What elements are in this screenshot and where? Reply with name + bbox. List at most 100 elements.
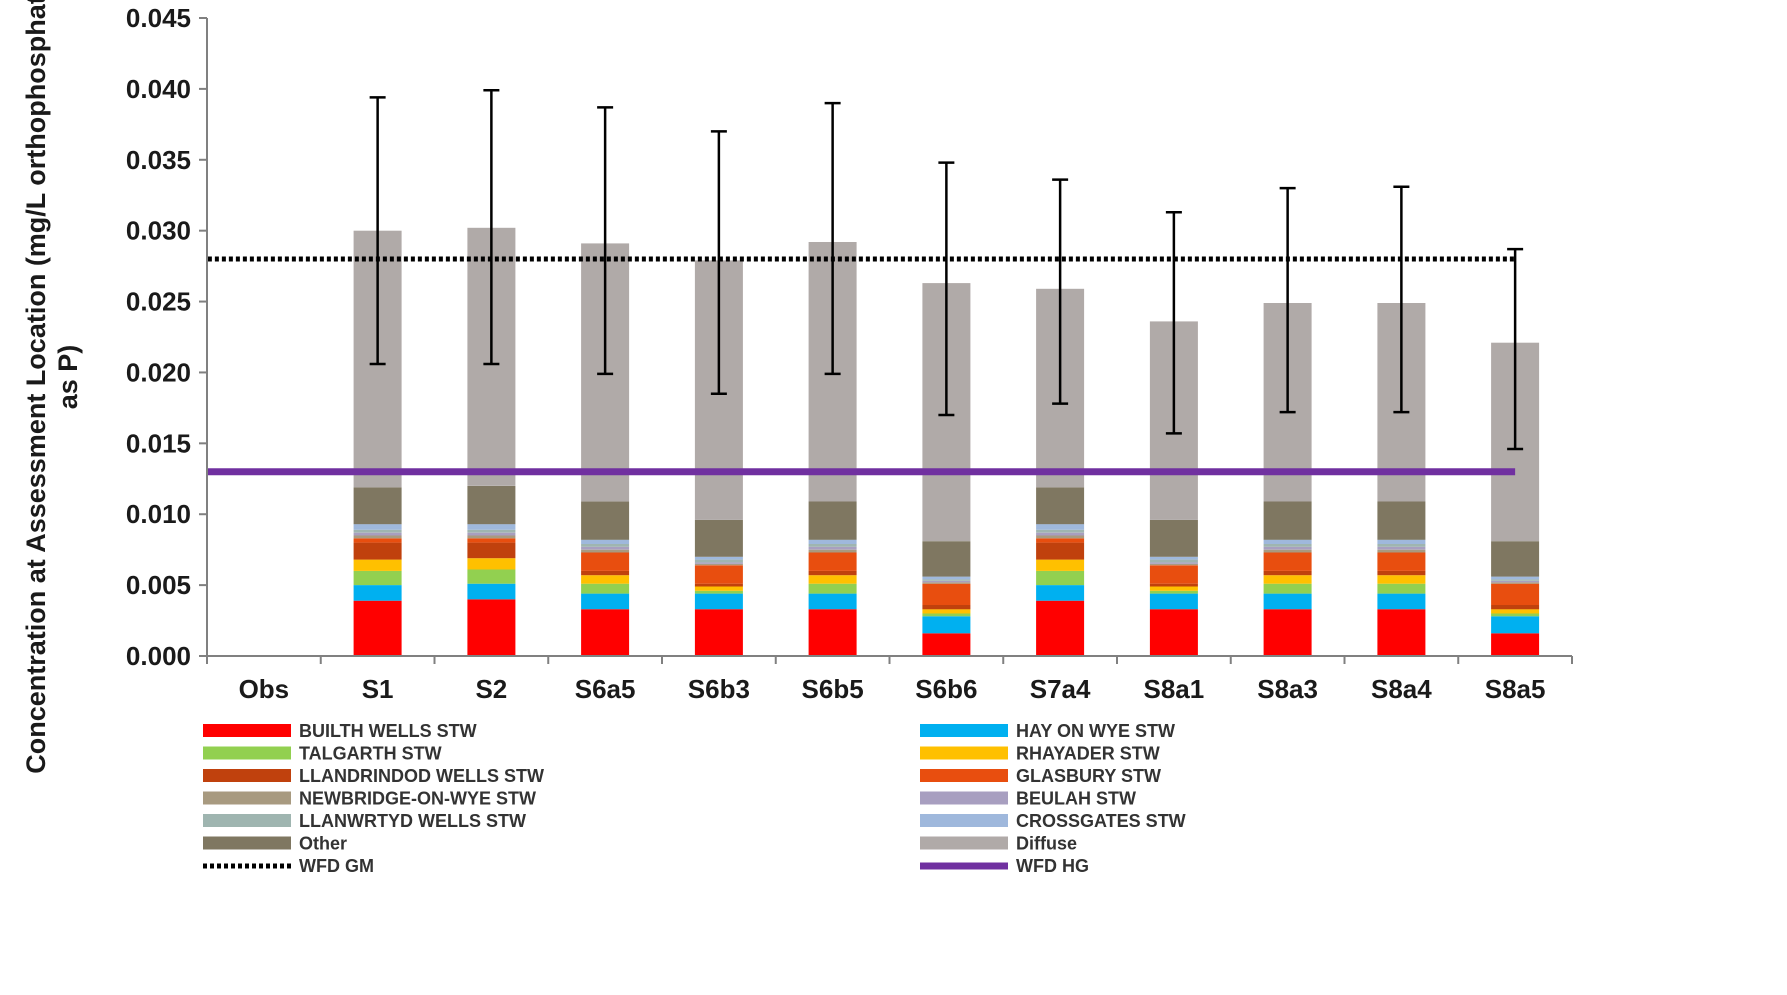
legend-label: BEULAH STW bbox=[1016, 789, 1136, 809]
error-bar-s6b6 bbox=[938, 161, 955, 417]
x-tick-label-s6b5: S6b5 bbox=[802, 674, 864, 704]
x-tick-label-s8a1: S8a1 bbox=[1144, 674, 1205, 704]
bar-s8a5-builth-wells-stw bbox=[1491, 633, 1540, 656]
legend-label: Other bbox=[299, 834, 347, 854]
bar-s6b5-hay-on-wye-stw bbox=[808, 593, 857, 610]
bar-s8a5-newbridge-on-wye-stw bbox=[1491, 582, 1540, 584]
bar-s6b3-newbridge-on-wye-stw bbox=[694, 563, 743, 566]
legend-swatch bbox=[203, 724, 291, 737]
bar-s7a4-llandrindod-wells-stw bbox=[1036, 542, 1085, 560]
bar-s6b6-glasbury-stw bbox=[922, 583, 971, 605]
bar-s7a4-rhayader-stw bbox=[1036, 559, 1085, 571]
bar-s6a5-hay-on-wye-stw bbox=[581, 593, 630, 610]
bar-s6b3-llandrindod-wells-stw bbox=[694, 583, 743, 587]
x-tick-label-s6a5: S6a5 bbox=[575, 674, 636, 704]
bar-s8a3-glasbury-stw bbox=[1263, 552, 1312, 571]
bar-s2-hay-on-wye-stw bbox=[467, 583, 516, 600]
legend-swatch bbox=[203, 791, 291, 805]
y-axis: 0.000 0.005 0.010 0.015 0.020 0.025 0.030 0.035… bbox=[126, 3, 208, 671]
x-tick-label-s8a3: S8a3 bbox=[1257, 674, 1318, 704]
bar-s6b3-other bbox=[694, 519, 743, 557]
x-tick-label-s8a5: S8a5 bbox=[1485, 674, 1546, 704]
bar-s7a4-hay-on-wye-stw bbox=[1036, 585, 1085, 601]
bar-s8a3-hay-on-wye-stw bbox=[1263, 593, 1312, 610]
bar-s6a5-newbridge-on-wye-stw bbox=[581, 549, 630, 553]
bar-s6a5-crossgates-stw bbox=[581, 539, 630, 544]
bar-s6b6-talgarth-stw bbox=[922, 613, 971, 617]
bar-s2-llanwrtyd-wells-stw bbox=[467, 529, 516, 533]
y-tick-label: 0.025 bbox=[126, 287, 191, 317]
bar-s6b6-llanwrtyd-wells-stw bbox=[922, 579, 971, 581]
bar-s8a4-rhayader-stw bbox=[1377, 575, 1426, 584]
bar-s8a3-llanwrtyd-wells-stw bbox=[1263, 544, 1312, 547]
bar-s2-builth-wells-stw bbox=[467, 599, 516, 656]
x-tick-label-s6b6: S6b6 bbox=[915, 674, 977, 704]
bar-s8a4-beulah-stw bbox=[1377, 546, 1426, 550]
bar-s1-llandrindod-wells-stw bbox=[353, 542, 402, 560]
bar-s6a5-llandrindod-wells-stw bbox=[581, 570, 630, 576]
bar-s2-glasbury-stw bbox=[467, 538, 516, 543]
legend-label: TALGARTH STW bbox=[299, 744, 442, 764]
legend-item-newbridge-on-wye-stw: NEWBRIDGE-ON-WYE STW bbox=[203, 789, 536, 809]
bar-s6b5-glasbury-stw bbox=[808, 552, 857, 571]
y-tick-label: 0.000 bbox=[126, 641, 191, 671]
x-tick-label-s1: S1 bbox=[362, 674, 394, 704]
bar-s8a1-llanwrtyd-wells-stw bbox=[1149, 559, 1198, 563]
bar-s6a5-llanwrtyd-wells-stw bbox=[581, 544, 630, 547]
bar-s8a1-glasbury-stw bbox=[1149, 565, 1198, 584]
legend-swatch bbox=[203, 836, 291, 850]
bar-s8a4-other bbox=[1377, 501, 1426, 540]
bar-s1-talgarth-stw bbox=[353, 570, 402, 586]
bar-s2-newbridge-on-wye-stw bbox=[467, 535, 516, 539]
bar-s6a5-glasbury-stw bbox=[581, 552, 630, 571]
bar-s7a4-llanwrtyd-wells-stw bbox=[1036, 529, 1085, 533]
bar-s6b6-rhayader-stw bbox=[922, 609, 971, 614]
bar-s7a4-beulah-stw bbox=[1036, 532, 1085, 536]
bar-s8a5-llandrindod-wells-stw bbox=[1491, 605, 1540, 610]
error-bar-s8a5 bbox=[1507, 247, 1524, 451]
y-tick-label: 0.010 bbox=[126, 499, 191, 529]
bar-s6b3-llanwrtyd-wells-stw bbox=[694, 559, 743, 563]
bar-s6b3-talgarth-stw bbox=[694, 590, 743, 594]
bar-s6b5-beulah-stw bbox=[808, 546, 857, 550]
bar-s8a5-hay-on-wye-stw bbox=[1491, 616, 1540, 634]
bar-s6b5-talgarth-stw bbox=[808, 583, 857, 594]
legend-item-hay-on-wye-stw: HAY ON WYE STW bbox=[920, 721, 1175, 741]
bar-s6a5-other bbox=[581, 501, 630, 540]
legend-label: LLANDRINDOD WELLS STW bbox=[299, 766, 544, 786]
y-tick-label: 0.035 bbox=[126, 145, 191, 175]
legend-item-diffuse: Diffuse bbox=[920, 834, 1077, 854]
legend-label: NEWBRIDGE-ON-WYE STW bbox=[299, 789, 536, 809]
legend-label: BUILTH WELLS STW bbox=[299, 721, 477, 741]
legend-swatch bbox=[920, 724, 1008, 737]
legend-swatch bbox=[920, 836, 1008, 850]
bar-s6b3-rhayader-stw bbox=[694, 586, 743, 591]
bar-s6b6-beulah-stw bbox=[922, 580, 971, 583]
legend-item-crossgates-stw: CROSSGATES STW bbox=[920, 811, 1186, 831]
legend-label: RHAYADER STW bbox=[1016, 744, 1160, 764]
bar-s8a3-crossgates-stw bbox=[1263, 539, 1312, 544]
bar-s6b6-hay-on-wye-stw bbox=[922, 616, 971, 634]
legend-label: GLASBURY STW bbox=[1016, 766, 1161, 786]
bar-s6b5-other bbox=[808, 501, 857, 540]
x-tick-label-s2: S2 bbox=[475, 674, 507, 704]
legend-item-beulah-stw: BEULAH STW bbox=[920, 789, 1136, 809]
bar-s1-hay-on-wye-stw bbox=[353, 585, 402, 601]
bar-s6b6-crossgates-stw bbox=[922, 576, 971, 580]
x-axis: Obs S1 S2 S6a5 S6b3 S6b5 S6b6 S7a4 S8a1 S8a3 S8a4 S… bbox=[206, 655, 1573, 704]
legend-item-wfd-gm: WFD GM bbox=[203, 856, 374, 876]
legend-item-builth-wells-stw: BUILTH WELLS STW bbox=[203, 721, 477, 741]
legend-swatch bbox=[203, 814, 291, 827]
y-tick-label: 0.020 bbox=[126, 357, 191, 387]
bar-s8a3-talgarth-stw bbox=[1263, 583, 1312, 594]
bar-s8a5-llanwrtyd-wells-stw bbox=[1491, 579, 1540, 581]
bar-s1-newbridge-on-wye-stw bbox=[353, 535, 402, 539]
bar-s1-llanwrtyd-wells-stw bbox=[353, 529, 402, 533]
bar-s7a4-builth-wells-stw bbox=[1036, 600, 1085, 656]
bar-s8a1-rhayader-stw bbox=[1149, 586, 1198, 591]
bar-s1-beulah-stw bbox=[353, 532, 402, 536]
bar-s6b5-newbridge-on-wye-stw bbox=[808, 549, 857, 553]
bar-s6b5-llanwrtyd-wells-stw bbox=[808, 544, 857, 547]
bar-s1-other bbox=[353, 487, 402, 525]
bar-s6b3-hay-on-wye-stw bbox=[694, 593, 743, 610]
